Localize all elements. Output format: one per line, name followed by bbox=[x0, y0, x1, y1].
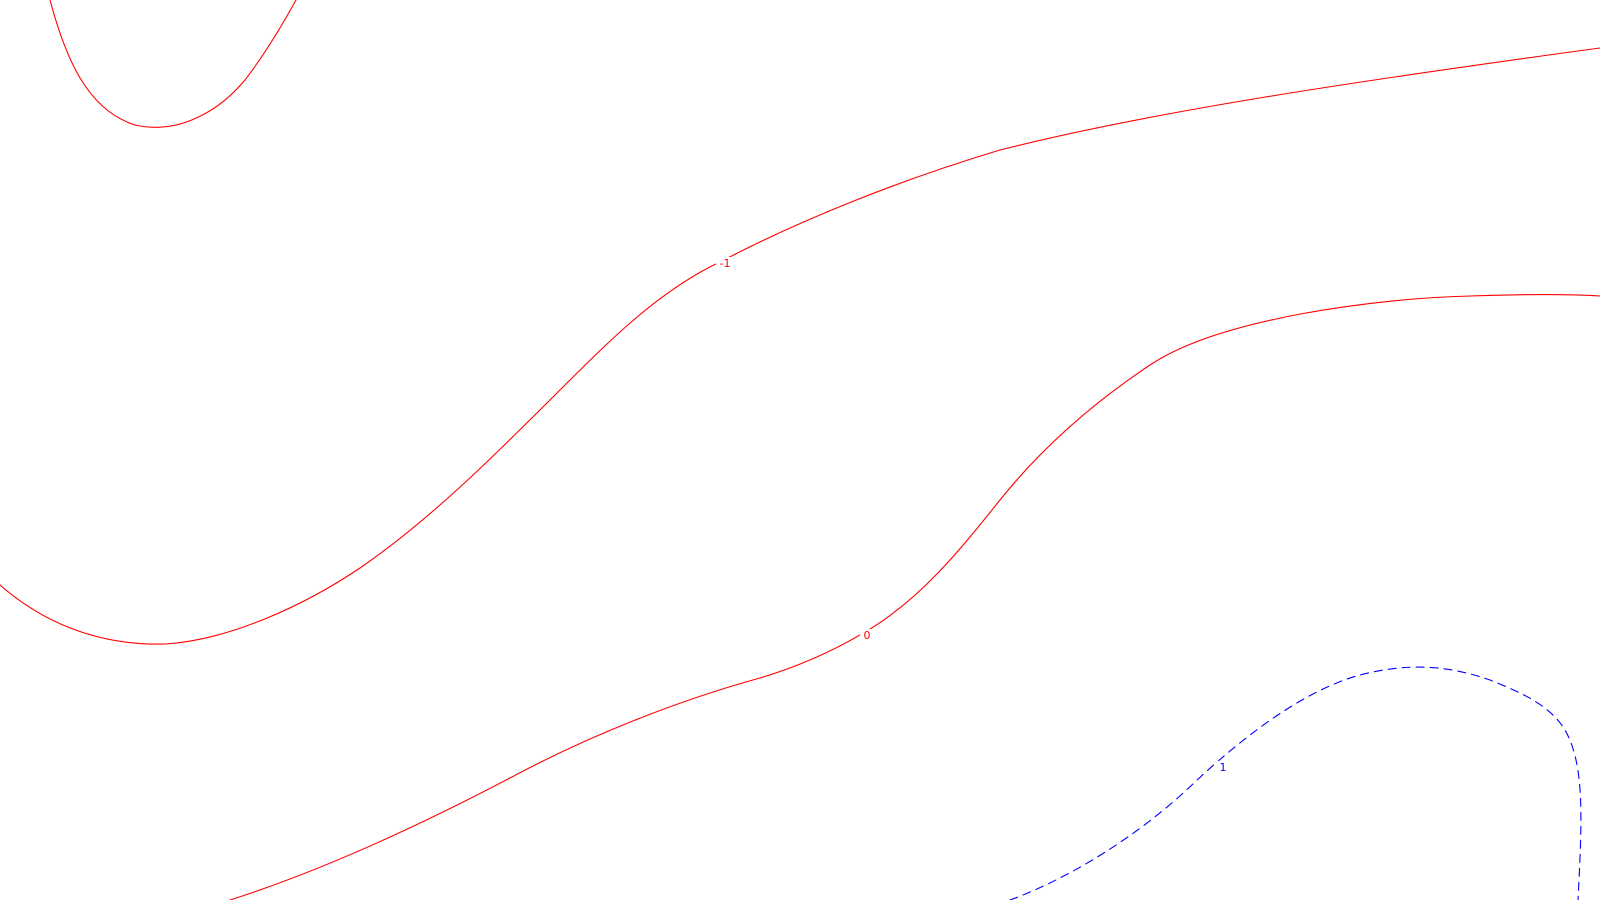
contour-line-minus-one bbox=[0, 47, 1600, 645]
contour-label-zero: 0 bbox=[864, 629, 871, 642]
contour-line-upper-left bbox=[49, 0, 297, 128]
contour-label-zero-bg bbox=[860, 629, 874, 643]
contour-label-minus-one: -1 bbox=[720, 257, 731, 270]
contour-label-one: 1 bbox=[1220, 761, 1227, 774]
contour-label-one-bg bbox=[1216, 761, 1230, 775]
contour-line-zero bbox=[229, 293, 1600, 900]
contour-label-minus-one-bg bbox=[716, 257, 734, 271]
contour-line-one bbox=[1009, 666, 1582, 900]
